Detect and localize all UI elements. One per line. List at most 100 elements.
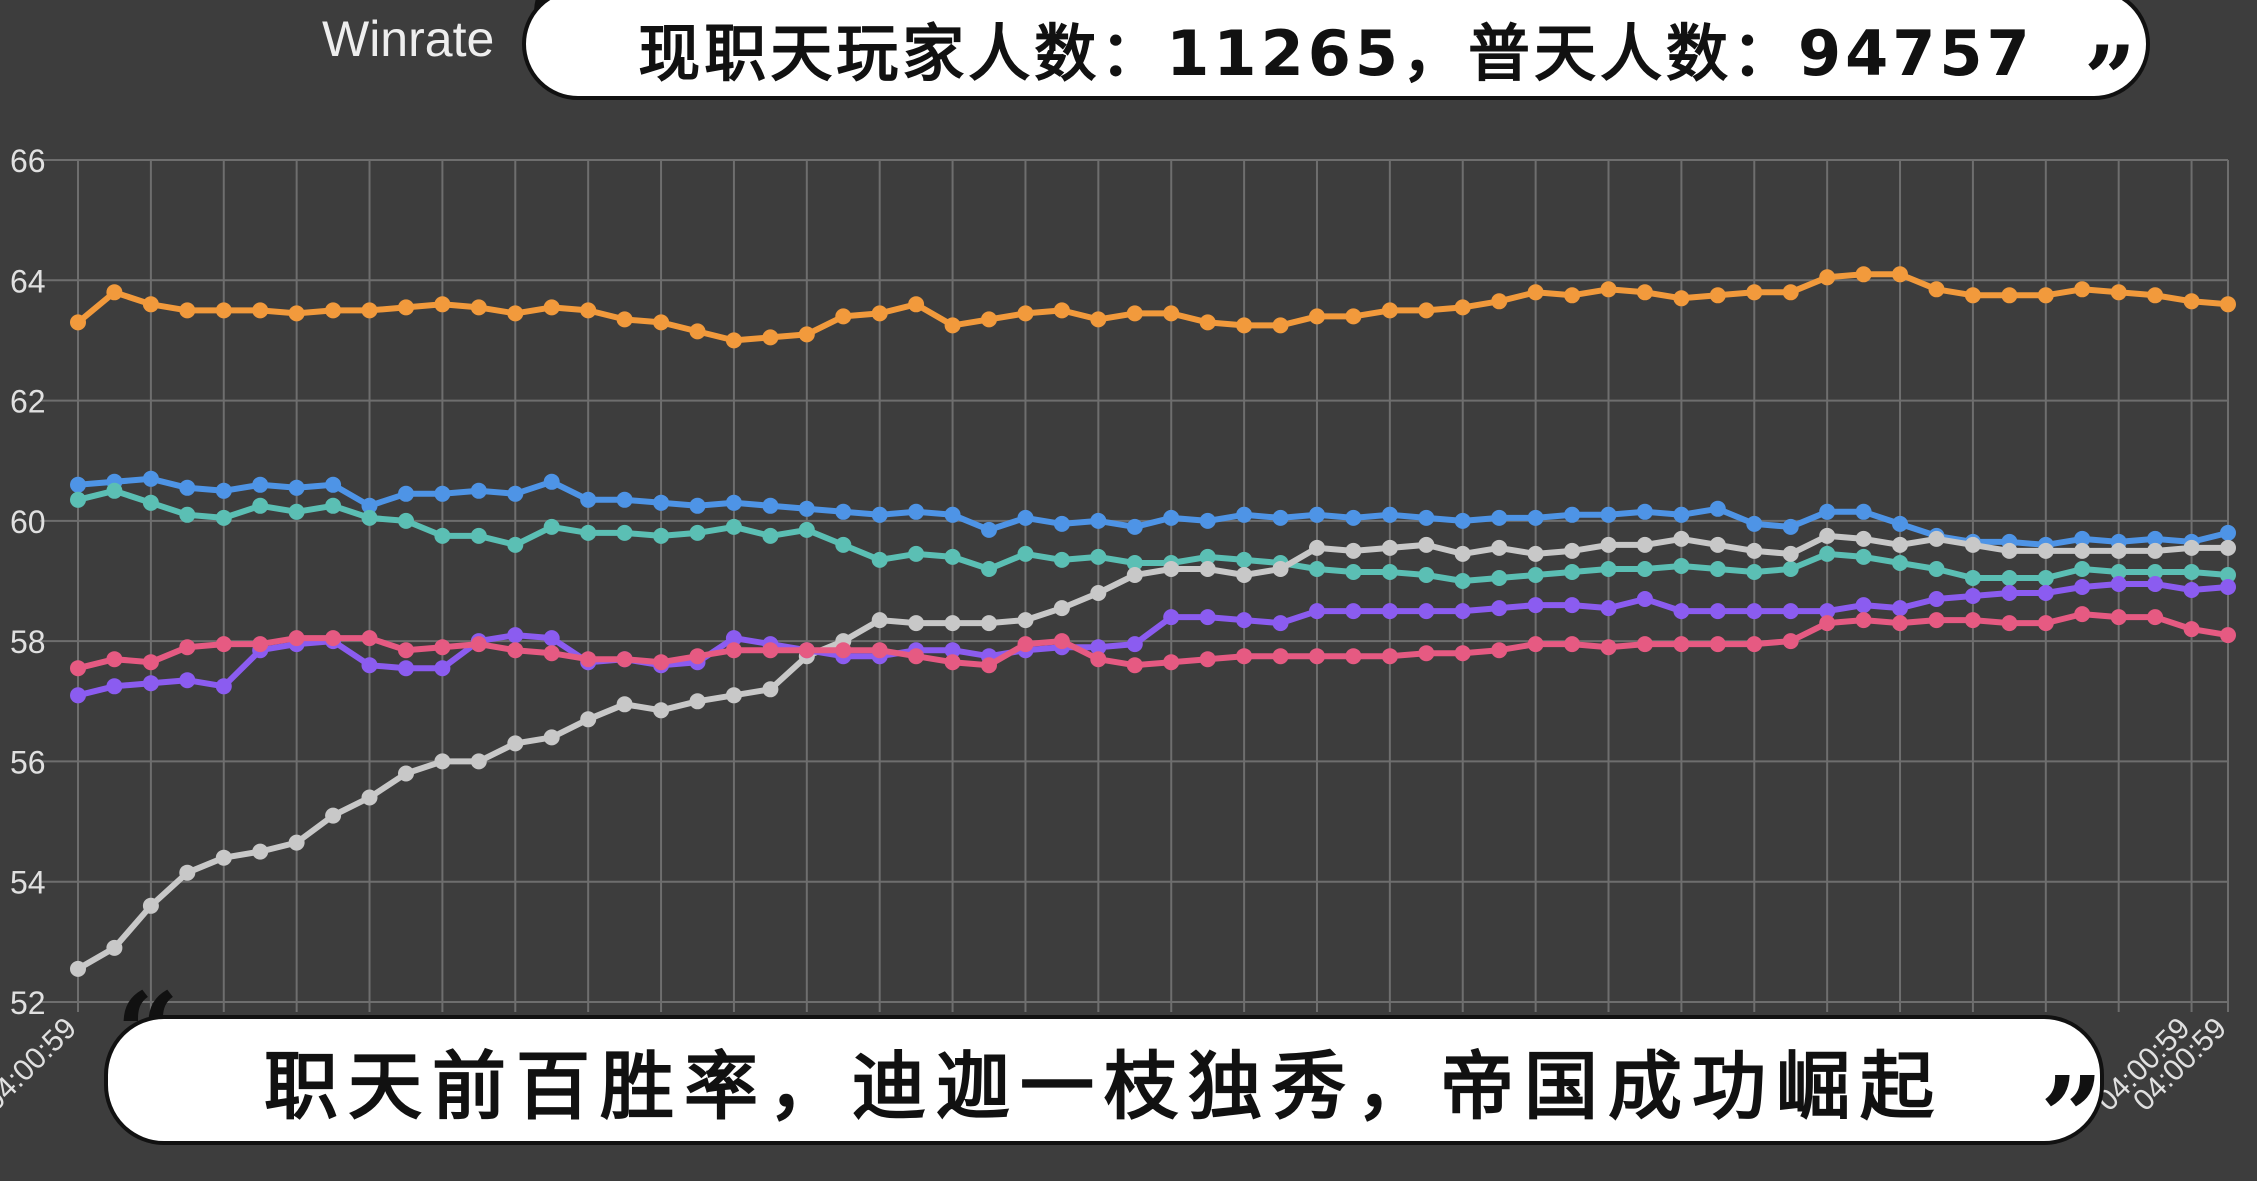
data-point: [507, 627, 524, 644]
data-point: [106, 678, 123, 695]
data-point: [908, 615, 925, 632]
y-tick-label: 66: [10, 143, 46, 179]
data-point: [689, 648, 706, 665]
data-point: [1964, 287, 1981, 304]
data-point: [1418, 302, 1435, 319]
data-point: [361, 302, 378, 319]
data-point: [1017, 636, 1034, 653]
data-point: [1126, 657, 1143, 674]
y-tick-label: 54: [10, 865, 46, 901]
data-point: [1199, 512, 1216, 529]
data-point: [398, 765, 414, 782]
y-tick-label: 56: [10, 744, 46, 780]
data-point: [70, 491, 86, 508]
data-point: [2001, 542, 2018, 559]
data-point: [70, 476, 86, 493]
data-point: [616, 311, 633, 328]
data-point: [434, 485, 451, 502]
data-point: [106, 482, 123, 499]
data-point: [1709, 561, 1726, 577]
data-point: [1236, 612, 1253, 629]
data-point: [325, 807, 342, 824]
data-point: [434, 639, 451, 656]
data-point: [470, 299, 487, 316]
data-point: [1964, 588, 1981, 604]
data-point: [434, 660, 451, 677]
data-point: [689, 693, 706, 710]
data-point: [871, 506, 888, 523]
data-point: [507, 642, 524, 659]
series-line: [76, 532, 2228, 972]
data-point: [1236, 567, 1253, 583]
data-point: [2074, 542, 2091, 559]
data-point: [2110, 609, 2127, 626]
data-point: [1418, 645, 1435, 662]
data-point: [179, 302, 196, 319]
data-point: [725, 494, 742, 511]
data-point: [1491, 570, 1508, 586]
data-point: [2183, 564, 2200, 580]
data-point: [1600, 506, 1617, 523]
data-point: [106, 651, 123, 668]
data-point: [1892, 536, 1908, 553]
data-point: [2037, 542, 2054, 559]
data-point: [543, 729, 560, 746]
data-point: [1381, 603, 1398, 620]
data-point: [2001, 615, 2018, 632]
data-point: [1454, 603, 1471, 620]
data-point: [580, 651, 597, 668]
data-point: [252, 497, 269, 514]
data-point: [1090, 311, 1107, 328]
data-point: [689, 323, 706, 340]
data-point: [1309, 506, 1325, 523]
data-point: [653, 654, 670, 671]
data-point: [1345, 509, 1362, 526]
data-point: [1017, 509, 1034, 526]
data-point: [798, 500, 815, 517]
data-point: [1892, 600, 1908, 617]
data-point: [361, 630, 378, 647]
data-point: [1527, 284, 1544, 301]
data-point: [1855, 503, 1872, 520]
data-point: [142, 897, 159, 914]
data-point: [70, 314, 86, 331]
data-point: [2037, 287, 2054, 304]
data-point: [2074, 579, 2091, 595]
data-point: [1053, 302, 1070, 319]
data-point: [1418, 567, 1435, 583]
data-point: [871, 612, 888, 629]
data-point: [1819, 603, 1836, 620]
data-point: [944, 642, 961, 659]
data-point: [1090, 585, 1107, 601]
data-point: [762, 681, 779, 698]
data-point: [70, 660, 86, 677]
data-point: [1782, 545, 1799, 562]
data-point: [1564, 564, 1581, 580]
data-point: [1381, 302, 1398, 319]
data-point: [1309, 561, 1325, 577]
data-point: [1090, 548, 1107, 565]
data-point: [1163, 305, 1180, 322]
data-point: [1636, 503, 1653, 520]
data-point: [1782, 284, 1799, 301]
data-point: [1309, 539, 1325, 556]
data-point: [981, 521, 997, 538]
data-point: [1272, 615, 1289, 632]
data-point: [1309, 308, 1325, 325]
data-point: [944, 615, 961, 632]
data-point: [1418, 536, 1435, 553]
data-point: [215, 509, 232, 526]
data-point: [1746, 603, 1763, 620]
data-point: [1381, 539, 1398, 556]
data-point: [1090, 512, 1107, 529]
data-point: [616, 696, 633, 713]
data-point: [1600, 639, 1617, 656]
data-point: [798, 326, 815, 343]
data-point: [653, 702, 670, 719]
data-point: [1819, 269, 1836, 286]
data-point: [2110, 284, 2127, 301]
data-point: [1964, 536, 1981, 553]
data-point: [1636, 561, 1653, 577]
data-point: [2037, 615, 2054, 632]
